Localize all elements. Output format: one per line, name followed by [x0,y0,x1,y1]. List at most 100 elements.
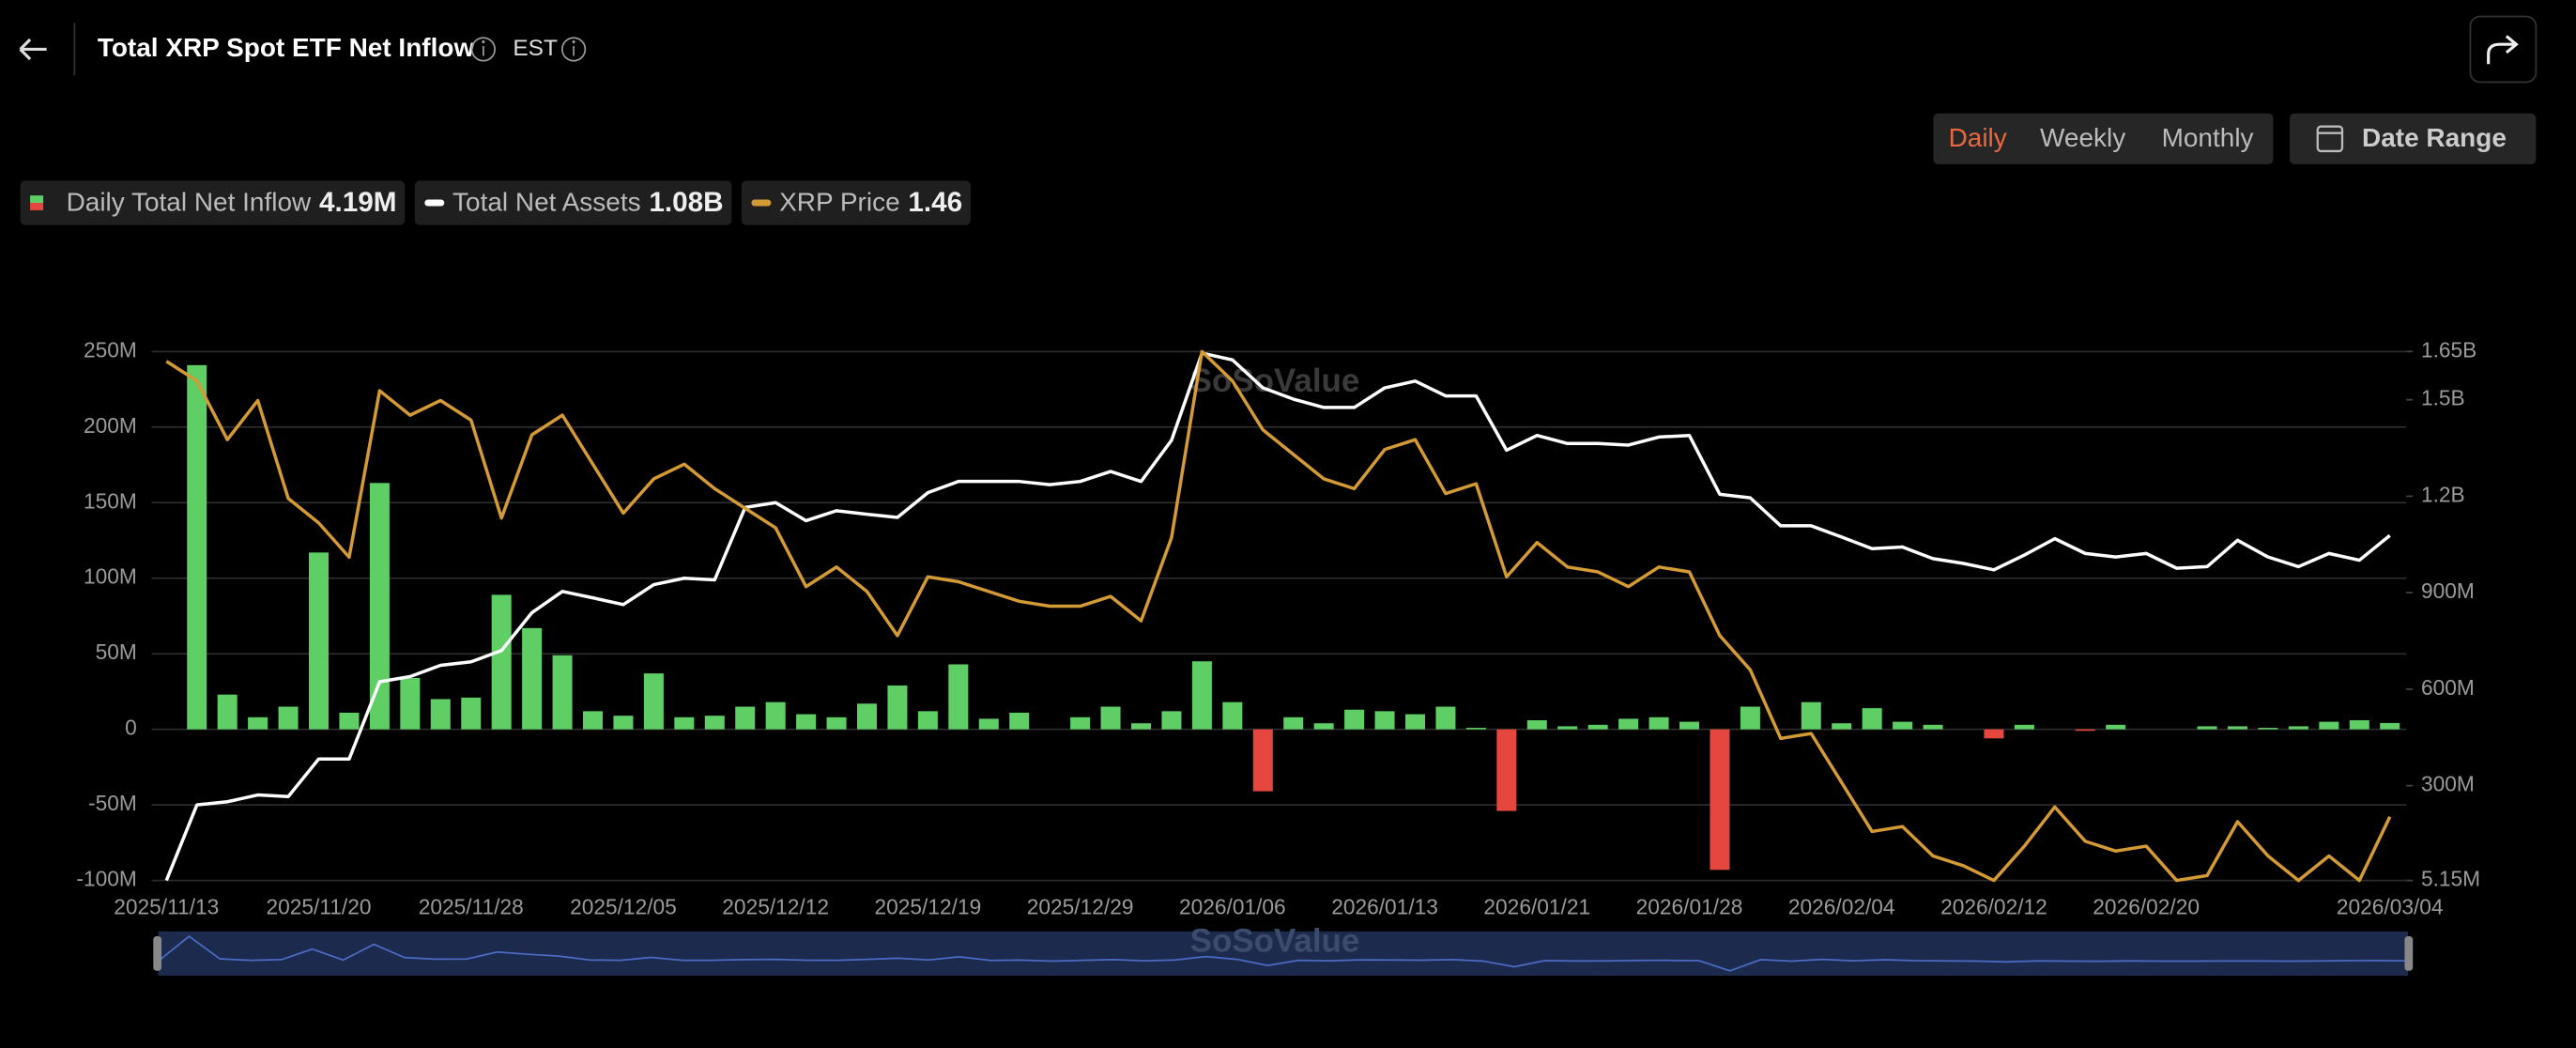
bar [1862,708,1882,730]
x-tick-label: 2025/11/13 [114,894,219,918]
navigator-handle[interactable] [153,936,162,971]
bar [369,483,390,730]
bar [1710,729,1730,871]
line [164,351,2391,882]
bar [309,552,330,730]
back-button[interactable] [19,38,47,61]
bar [2014,724,2034,730]
y2-tick-label: 1.2B [2421,482,2465,506]
bar [1679,721,1699,730]
legend-swatch [30,203,44,210]
period-option[interactable]: Monthly [2162,123,2254,152]
date-range-button[interactable]: Date Range [2290,113,2537,164]
x-tick-label: 2026/01/21 [1483,894,1590,918]
bar [1648,717,1669,730]
bar [1070,717,1091,730]
legend-label: Total Net Assets [452,187,641,216]
bar [704,716,725,730]
legend-item[interactable]: XRP Price 1.46 [741,180,971,225]
legend-label: Daily Total Net Inflow [67,187,312,216]
bar [735,706,756,730]
period-option[interactable]: Weekly [2040,123,2125,152]
bar [491,594,512,730]
y-tick-label: 100M [84,564,137,589]
y2-tick-label: 600M [2421,675,2475,700]
bar [613,716,634,730]
bar [1832,723,1852,730]
y2-tick-label: 5.15M [2421,867,2480,891]
watermark: SoSoValue [1190,922,1360,959]
bar [1465,728,1486,730]
bar [1009,712,1030,730]
bar [948,664,969,730]
bar [1618,718,1639,730]
legend-swatch [751,199,772,207]
x-tick-label: 2026/02/20 [2093,894,2200,918]
x-tick-label: 2025/12/05 [570,894,677,918]
bar [2319,721,2339,730]
y2-tick-label: 1.65B [2421,337,2476,362]
bar [826,717,847,730]
y-tick-label: -100M [76,867,136,891]
bar [552,655,573,730]
x-tick-label: 2025/12/19 [875,894,982,918]
bar [339,712,360,730]
x-tick-label: 2026/01/28 [1636,894,1743,918]
bar [2106,724,2126,730]
bar [1526,719,1547,730]
legend-box [414,180,732,225]
bar [2288,726,2308,730]
legend-label: XRP Price [779,187,900,216]
x-tick-label: 2026/01/13 [1331,894,1438,918]
bar [1405,714,1425,730]
bar [1344,709,1365,730]
share-button[interactable] [2469,15,2538,84]
bar [1923,724,1943,730]
bar [1893,721,1913,730]
bar [522,627,543,730]
bar [1496,729,1517,811]
period-toggle [1933,113,2274,164]
y-tick-label: 200M [84,413,137,438]
x-tick-label: 2025/11/28 [419,894,524,918]
y-tick-label: 50M [96,640,137,664]
legend-value: 1.46 [908,187,962,218]
bar [248,717,268,730]
legend-item[interactable]: Total Net Assets 1.08B [414,180,732,225]
bar [1435,706,1456,730]
bar [2349,719,2369,730]
bar [978,718,999,730]
bar [2228,726,2247,730]
y-tick-label: 0 [125,716,137,740]
bar [1283,717,1304,730]
bar [583,711,604,730]
info-icon[interactable] [560,37,587,62]
bar [765,701,786,730]
legend-item[interactable]: Daily Total Net Inflow 4.19M [20,180,406,225]
y2-tick-label: 1.5B [2421,386,2465,410]
bar [1100,706,1121,730]
bar [217,694,238,730]
bar [187,364,207,730]
legend-swatch [30,195,44,204]
bar [1161,711,1182,730]
info-icon[interactable] [470,37,497,62]
bar [887,685,908,730]
period-option[interactable]: Daily [1949,123,2007,152]
y2-tick-label: 900M [2421,578,2475,603]
navigator-handle[interactable] [2404,936,2414,971]
line [165,349,2392,883]
date-range-label[interactable]: Date Range [2362,123,2507,152]
legend-value: 1.08B [649,187,723,218]
bar [643,673,664,730]
x-tick-label: 2026/02/04 [1788,894,1895,918]
bar [2197,726,2217,730]
page-title: Total XRP Spot ETF Net Inflow [98,33,475,62]
y-tick-label: -50M [88,791,137,815]
legend-box [741,180,971,225]
bar [2258,728,2278,730]
y-tick-label: 250M [84,337,137,362]
bar [1191,661,1212,730]
